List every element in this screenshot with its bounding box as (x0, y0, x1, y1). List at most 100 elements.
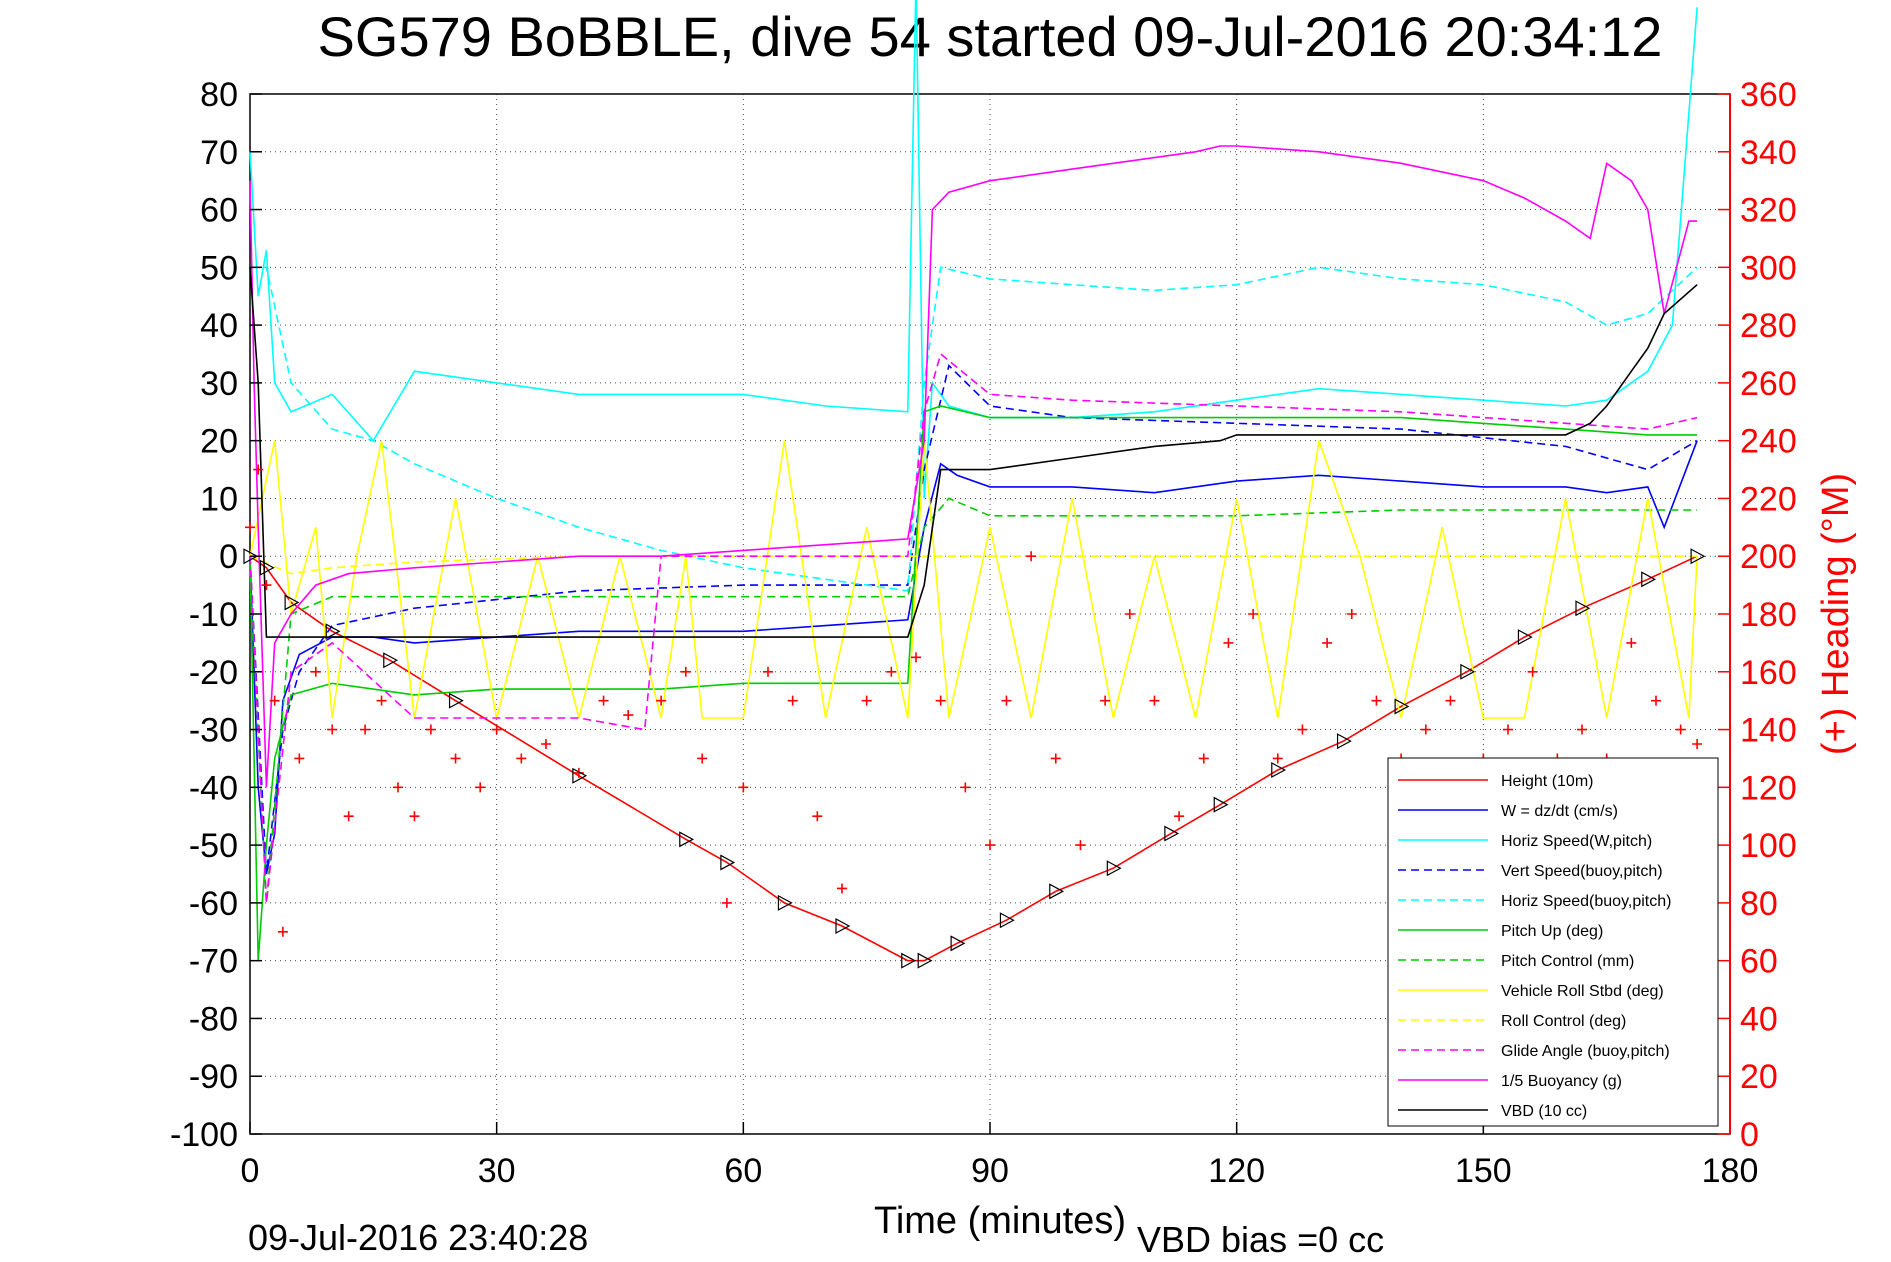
height-marker (1517, 629, 1533, 646)
height-marker (284, 594, 300, 611)
heading-point (1626, 637, 1637, 648)
legend-label: Roll Control (deg) (1501, 1013, 1626, 1030)
heading-point (1445, 695, 1456, 706)
heading-point (1503, 724, 1513, 735)
series-line-5 (250, 266, 1698, 592)
y-tick-label: 60 (200, 192, 238, 230)
height-marker (1164, 825, 1180, 842)
heading-point (327, 724, 338, 735)
series-line-12 (249, 267, 1698, 638)
heading-point (277, 926, 288, 937)
heading-point (680, 666, 691, 677)
y-tick-label: -30 (189, 712, 238, 750)
legend-label: Height (10m) (1501, 773, 1593, 790)
height-marker (243, 548, 259, 565)
y-right-tick-label: 0 (1740, 1116, 1759, 1154)
heading-point (935, 695, 946, 706)
height-marker (325, 623, 341, 640)
x-axis: 0 30 60 90 120 150 180 (241, 1122, 1759, 1190)
height-marker (259, 559, 275, 576)
height-marker (835, 917, 851, 935)
heading-point (960, 782, 971, 793)
height-marker (1213, 796, 1229, 813)
height-marker (950, 935, 966, 952)
height-marker (1575, 600, 1591, 617)
y-right-tick-label: 200 (1740, 538, 1797, 576)
heading-point (1001, 695, 1012, 706)
legend-box (1387, 757, 1719, 1127)
y-right-tick-label: 140 (1740, 712, 1797, 750)
legend-label: Pitch Up (deg) (1501, 923, 1603, 940)
heading-point (1692, 739, 1703, 749)
y-right-tick-label: 120 (1740, 769, 1797, 807)
y-tick-label: -90 (189, 1058, 238, 1096)
y-right-tick-label: 260 (1740, 365, 1797, 403)
heading-point (1322, 637, 1333, 648)
heading-point (1149, 695, 1160, 706)
y-right-tick-label: 180 (1740, 596, 1797, 634)
y-right-tick-label: 60 (1740, 943, 1778, 981)
heading-point (343, 811, 354, 822)
legend-label: Pitch Control (mm) (1501, 953, 1634, 970)
x-tick-label: 180 (1702, 1152, 1759, 1190)
y-right-tick-label: 300 (1740, 249, 1797, 287)
y-tick-label: 70 (200, 134, 238, 172)
x-tick-label: 120 (1208, 1152, 1265, 1190)
height-marker (1641, 571, 1657, 588)
y-tick-label: -10 (189, 596, 238, 634)
height-marker (679, 831, 695, 848)
height-marker (448, 692, 464, 709)
height-marker (572, 767, 588, 784)
heading-point (763, 666, 773, 677)
heading-point (1075, 840, 1086, 851)
y-tick-label: -50 (189, 827, 238, 865)
legend-label: Vert Speed(buoy,pitch) (1501, 863, 1663, 880)
heading-point (623, 710, 634, 721)
heading-point (573, 767, 584, 778)
y-tick-label: -60 (189, 885, 238, 923)
y-axis-right-label: (+) Heading (°M) (1815, 473, 1857, 755)
height-marker (901, 952, 917, 969)
series-line-7 (249, 497, 1698, 903)
series-layer (249, 0, 1698, 962)
heading-point (409, 811, 420, 822)
heading-point (1248, 609, 1259, 619)
y-right-tick-label: 160 (1740, 654, 1797, 692)
x-tick-label: 30 (478, 1152, 516, 1190)
height-marker (1690, 548, 1706, 565)
y-right-tick-label: 100 (1740, 827, 1797, 865)
height-marker (1394, 698, 1410, 715)
heading-point (1297, 724, 1308, 735)
series-line-11 (249, 145, 1698, 788)
height-marker (720, 854, 736, 871)
y-tick-label: 50 (200, 249, 238, 287)
series-line-3 (249, 0, 1698, 499)
heading-point (1124, 609, 1135, 619)
heading-point (985, 840, 995, 851)
x-tick-label: 90 (971, 1152, 1009, 1190)
height-marker (1336, 733, 1352, 750)
legend-label: Glide Angle (buoy,pitch) (1501, 1043, 1670, 1060)
y-tick-label: 0 (219, 538, 238, 576)
heading-point (886, 666, 897, 677)
series-line-10 (249, 352, 1698, 903)
heading-point (1198, 753, 1209, 764)
y-right-tick-label: 20 (1740, 1058, 1778, 1096)
heading-point (721, 897, 732, 908)
y-tick-label: -70 (189, 943, 238, 981)
heading-point (598, 695, 609, 706)
series-line-6 (249, 405, 1698, 961)
y-tick-label: 10 (200, 480, 238, 518)
y-tick-label: 40 (200, 307, 238, 345)
heading-point (541, 739, 551, 749)
chart-title: SG579 BoBBLE, dive 54 started 09-Jul-201… (318, 5, 1663, 68)
heading-point (697, 753, 708, 764)
y-right-tick-label: 40 (1740, 1000, 1778, 1038)
y-right-tick-label: 240 (1740, 423, 1797, 461)
legend-label: Horiz Speed(buoy,pitch) (1501, 893, 1671, 910)
heading-point (393, 782, 403, 793)
heading-point (516, 753, 527, 764)
heading-point (425, 724, 436, 735)
heading-point (787, 695, 798, 706)
x-axis-label: Time (minutes) (874, 1200, 1126, 1242)
